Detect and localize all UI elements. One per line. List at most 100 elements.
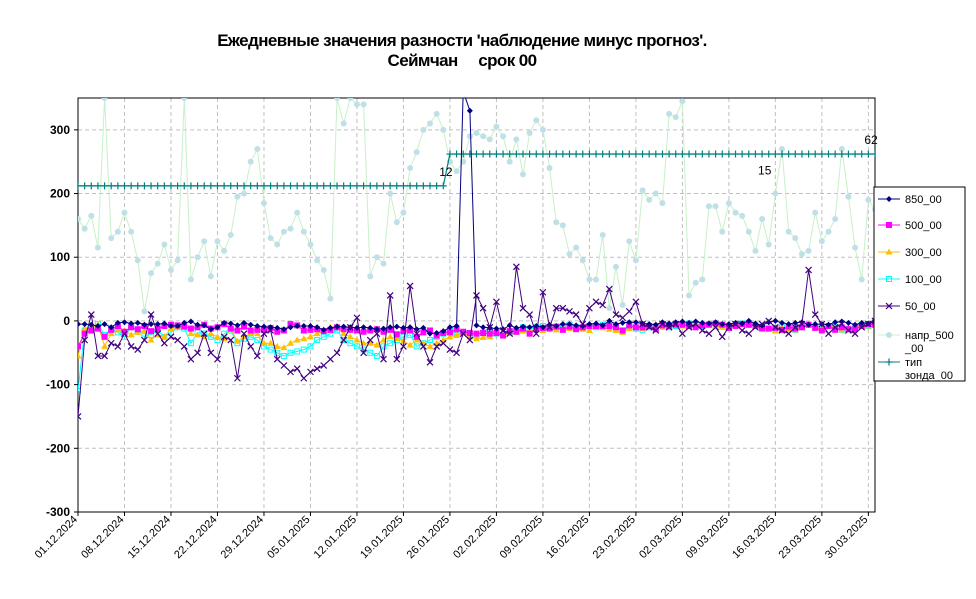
data-point bbox=[539, 150, 547, 158]
data-point bbox=[453, 326, 460, 333]
data-point bbox=[719, 321, 726, 328]
data-point bbox=[665, 323, 673, 331]
data-point bbox=[273, 342, 281, 349]
data-point bbox=[274, 324, 281, 331]
data-point bbox=[552, 150, 560, 158]
data-point bbox=[460, 328, 467, 335]
x-tick-label: 19.01.2025 bbox=[358, 514, 405, 561]
data-point bbox=[765, 325, 772, 332]
data-point bbox=[500, 332, 507, 339]
data-point bbox=[340, 330, 348, 337]
data-point bbox=[334, 98, 341, 101]
data-point bbox=[539, 288, 547, 296]
data-point bbox=[732, 209, 739, 216]
x-tick-label: 16.02.2025 bbox=[544, 514, 591, 561]
data-point bbox=[81, 182, 89, 190]
plot-area bbox=[77, 97, 876, 513]
data-point bbox=[513, 136, 520, 143]
data-point bbox=[559, 150, 567, 158]
x-tick-label: 02.03.2025 bbox=[637, 514, 684, 561]
data-point bbox=[294, 348, 301, 355]
y-tick-label: 0 bbox=[63, 314, 70, 328]
data-point bbox=[459, 150, 467, 158]
data-point bbox=[320, 266, 327, 273]
legend-marker bbox=[886, 332, 892, 338]
data-point bbox=[811, 311, 819, 318]
legend-item-500_00: 500_00 bbox=[878, 220, 942, 232]
data-point bbox=[798, 251, 805, 258]
data-point bbox=[586, 276, 593, 283]
legend-item-тип зонда_00: тип зонда_00 bbox=[878, 357, 953, 382]
data-point bbox=[798, 320, 806, 328]
data-point bbox=[127, 182, 135, 190]
data-point bbox=[526, 324, 533, 331]
data-point bbox=[148, 321, 155, 328]
data-point bbox=[167, 323, 174, 330]
data-point bbox=[313, 365, 321, 373]
data-point bbox=[852, 321, 859, 328]
data-point bbox=[772, 317, 779, 324]
legend-marker bbox=[886, 222, 892, 228]
data-point bbox=[433, 110, 440, 117]
grid bbox=[77, 98, 875, 512]
data-point bbox=[712, 323, 720, 331]
data-point bbox=[433, 342, 441, 350]
data-point bbox=[280, 228, 287, 235]
data-point bbox=[599, 231, 606, 238]
data-point bbox=[81, 321, 88, 328]
data-point bbox=[101, 98, 108, 101]
data-point bbox=[101, 352, 108, 360]
x-tick-label: 26.01.2025 bbox=[405, 514, 452, 561]
data-point bbox=[413, 149, 420, 156]
data-point bbox=[686, 319, 693, 326]
data-point bbox=[247, 342, 255, 350]
data-point bbox=[287, 324, 294, 331]
data-point bbox=[214, 355, 221, 363]
data-point bbox=[128, 324, 135, 331]
data-point bbox=[427, 337, 434, 344]
legend-label: 500_00 bbox=[905, 220, 942, 232]
data-point bbox=[154, 260, 161, 267]
data-point bbox=[227, 231, 234, 238]
data-point bbox=[785, 150, 793, 158]
legend-item-50_00: 50_00 bbox=[878, 301, 936, 313]
data-point bbox=[114, 326, 122, 333]
data-point bbox=[194, 321, 201, 328]
data-point bbox=[207, 326, 214, 333]
data-point bbox=[831, 150, 839, 158]
data-point bbox=[585, 326, 593, 333]
data-point bbox=[427, 120, 434, 127]
data-point bbox=[420, 126, 427, 133]
data-point bbox=[194, 254, 201, 261]
data-point bbox=[652, 327, 660, 334]
data-point bbox=[128, 320, 135, 327]
data-point bbox=[234, 327, 241, 334]
data-point bbox=[758, 320, 766, 328]
legend-label: напр_500 _00 bbox=[904, 330, 954, 355]
data-point bbox=[426, 358, 434, 366]
data-point bbox=[313, 182, 321, 190]
data-point bbox=[818, 320, 826, 328]
data-point bbox=[267, 182, 275, 190]
data-point bbox=[373, 254, 380, 261]
data-point bbox=[101, 321, 108, 328]
legend-label: тип зонда_00 bbox=[905, 357, 953, 382]
x-tick-label: 09.03.2025 bbox=[684, 514, 731, 561]
data-point bbox=[705, 320, 712, 327]
data-point bbox=[745, 321, 752, 328]
data-point bbox=[605, 150, 613, 158]
data-point bbox=[818, 150, 826, 158]
data-point bbox=[406, 282, 414, 290]
data-point bbox=[154, 325, 161, 332]
data-point bbox=[785, 321, 792, 328]
data-point bbox=[460, 89, 466, 95]
data-point bbox=[253, 352, 261, 360]
data-point bbox=[207, 273, 214, 280]
data-point bbox=[686, 323, 693, 330]
x-tick-label: 12.01.2025 bbox=[312, 514, 359, 561]
x-tick-label: 01.12.2024 bbox=[33, 514, 80, 561]
legend-item-850_00: 850_00 bbox=[878, 194, 942, 206]
data-point bbox=[512, 150, 520, 158]
data-point bbox=[493, 325, 500, 332]
